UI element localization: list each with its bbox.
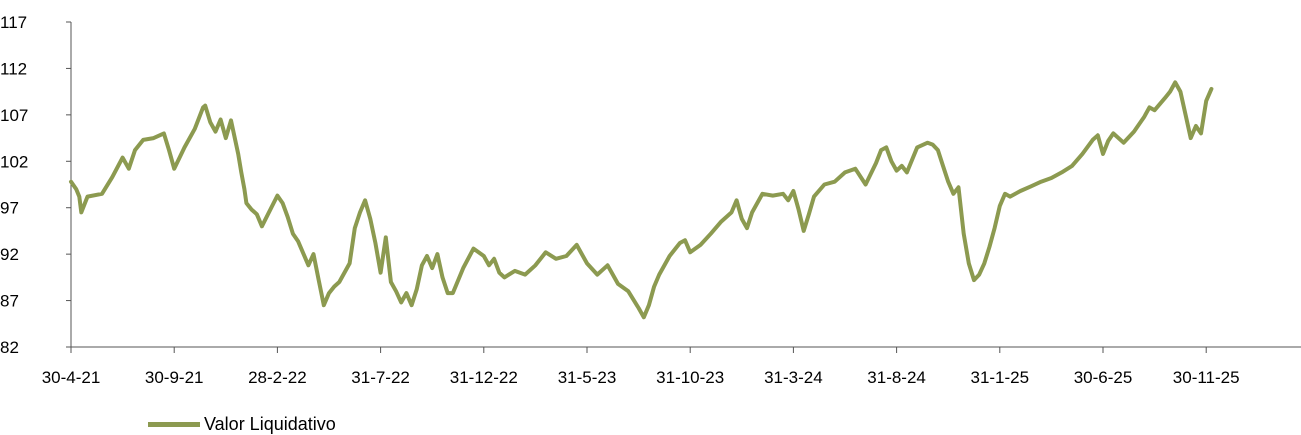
y-tick-label: 92 (0, 245, 19, 264)
y-tick-label: 82 (0, 338, 19, 357)
x-tick-label: 31-10-23 (656, 368, 724, 387)
x-tick-label: 31-12-22 (450, 368, 518, 387)
x-tick-label: 28-2-22 (248, 368, 307, 387)
series-layer (69, 80, 1214, 320)
series-line-valor-liquidativo (69, 80, 1214, 320)
x-tick-label: 31-5-23 (558, 368, 617, 387)
legend: Valor Liquidativo (148, 413, 336, 435)
x-tick-label: 31-3-24 (764, 368, 823, 387)
y-tick-label: 117 (0, 13, 27, 32)
x-axis: 30-4-21 30-9-21 28-2-22 31-7-22 31-12-22 31-5… (42, 346, 1301, 387)
x-tick-label: 31-8-24 (867, 368, 926, 387)
legend-swatch (148, 421, 200, 427)
x-tick-label: 31-1-25 (970, 368, 1029, 387)
x-tick-label: 31-7-22 (351, 368, 410, 387)
y-axis: 117 112 107 102 97 92 87 82 (0, 13, 72, 357)
y-tick-label: 97 (0, 199, 19, 218)
x-tick-label: 30-4-21 (42, 368, 101, 387)
y-tick-label: 107 (0, 106, 28, 125)
x-tick-label: 30-9-21 (145, 368, 204, 387)
line-chart: 117 112 107 102 97 92 87 82 30-4-21 30-9-21 28-2-… (0, 13, 1301, 387)
x-tick-label: 30-6-25 (1074, 368, 1133, 387)
x-tick-label: 30-11-25 (1173, 368, 1240, 387)
legend-label: Valor Liquidativo (204, 413, 336, 434)
y-tick-label: 112 (0, 59, 27, 78)
y-tick-label: 87 (0, 292, 19, 311)
y-tick-label: 102 (0, 152, 28, 171)
